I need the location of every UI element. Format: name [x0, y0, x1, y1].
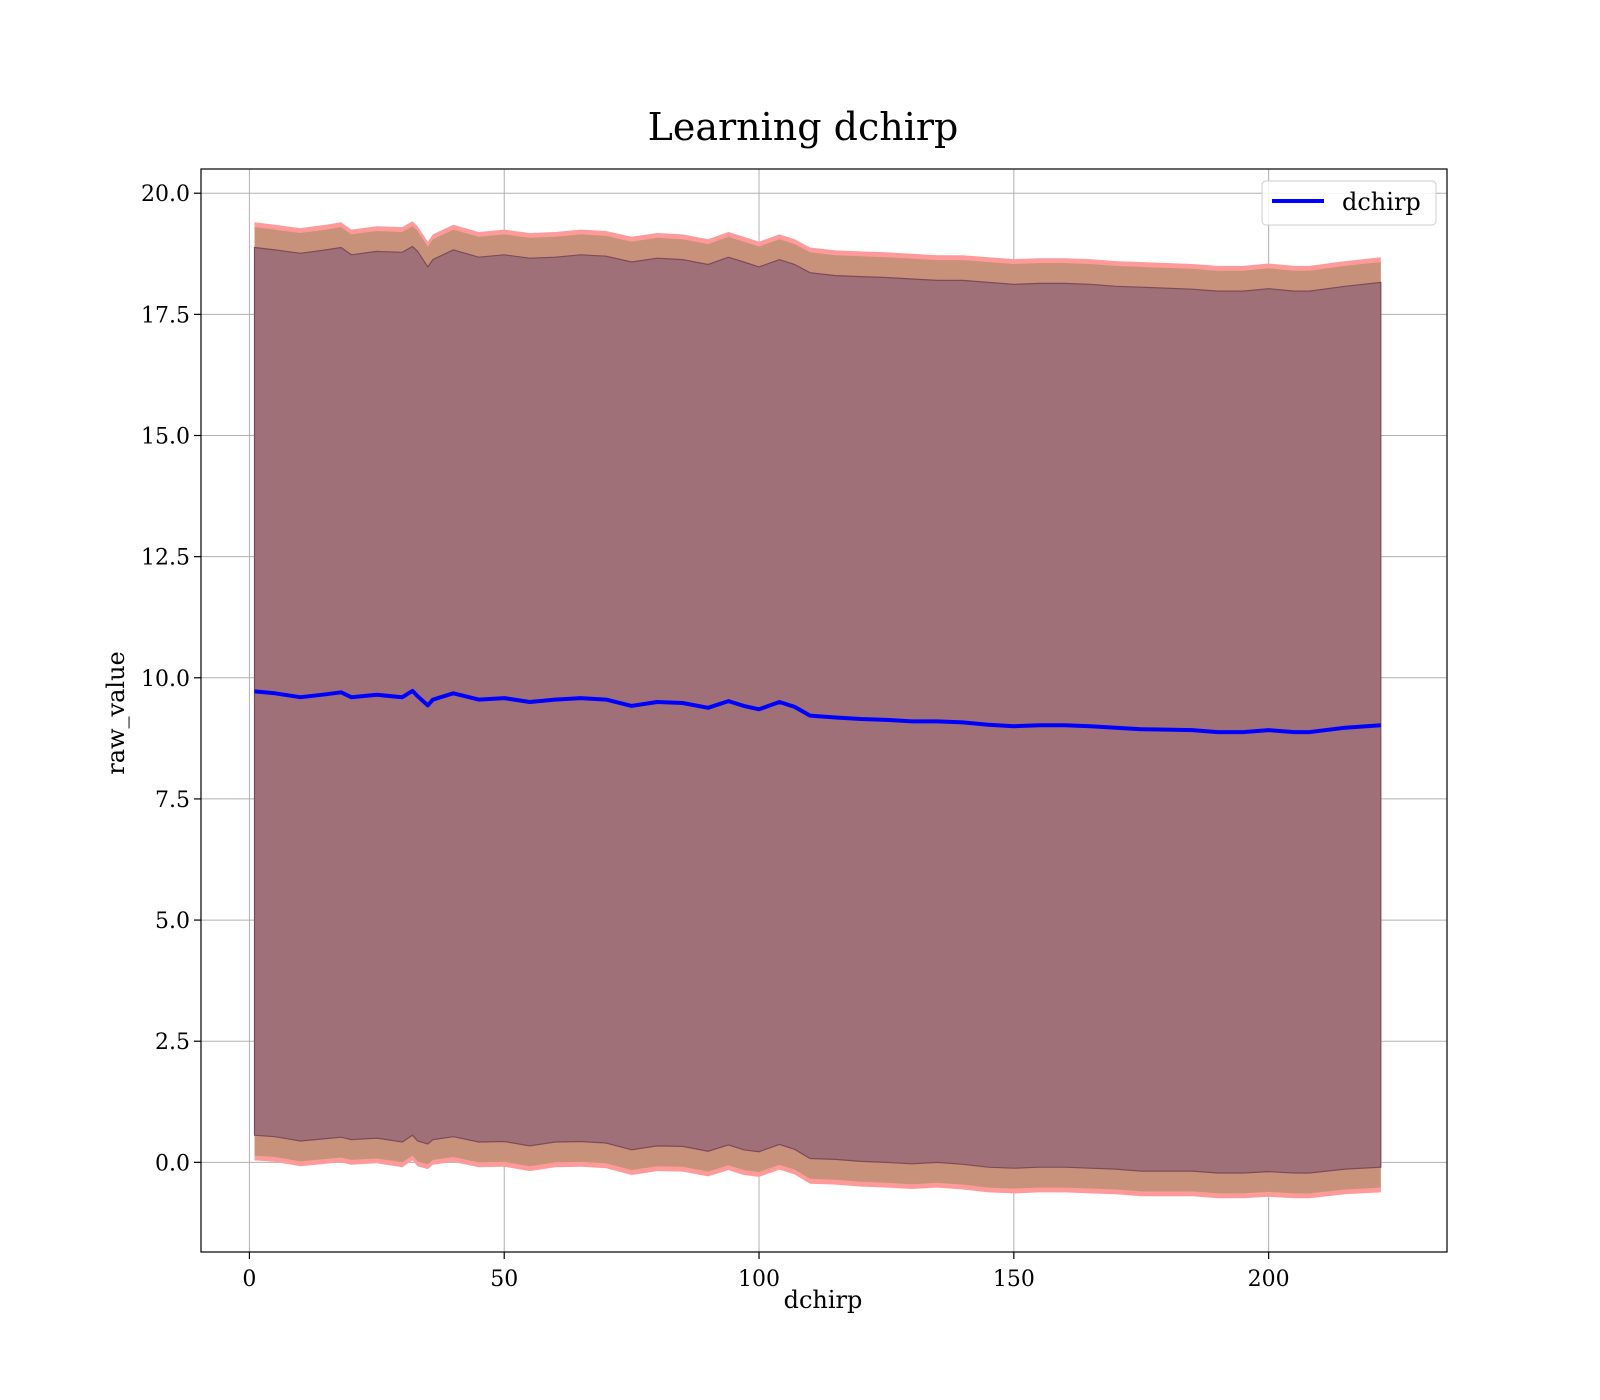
y-tick-label: 2.5	[155, 1030, 190, 1055]
y-tick-label: 0.0	[155, 1151, 190, 1176]
chart-title: Learning dchirp	[648, 105, 959, 149]
y-tick-label: 17.5	[141, 303, 190, 328]
y-axis-label: raw_value	[102, 651, 130, 775]
series-lines	[254, 688, 1381, 735]
x-tick-label: 200	[1248, 1267, 1290, 1292]
y-tick-label: 5.0	[155, 909, 190, 934]
y-axis-ticks: 0.0 2.5 5.0 7.5 10.0 12.5 15.0 17.5 20.0	[141, 182, 201, 1176]
x-tick-label: 0	[242, 1267, 256, 1292]
legend-box	[1261, 180, 1437, 226]
y-tick-label: 12.5	[141, 546, 190, 571]
y-tick-label: 15.0	[141, 425, 190, 450]
band-inner	[253, 245, 1382, 1174]
y-tick-label: 7.5	[155, 788, 190, 813]
legend: dchirp	[1261, 180, 1437, 226]
x-axis-label: dchirp	[784, 1286, 863, 1314]
legend-label-dchirp: dchirp	[1342, 188, 1421, 216]
x-tick-label: 50	[490, 1267, 518, 1292]
x-tick-label: 100	[738, 1267, 780, 1292]
y-tick-label: 20.0	[141, 182, 190, 207]
confidence-bands	[253, 221, 1382, 1199]
y-tick-label: 10.0	[141, 667, 190, 692]
plot-area-frame	[200, 168, 1448, 1253]
x-axis-ticks: 0 50 100 150 200	[242, 1252, 1290, 1292]
series-line-dchirp	[254, 688, 1381, 735]
x-tick-label: 150	[993, 1267, 1035, 1292]
